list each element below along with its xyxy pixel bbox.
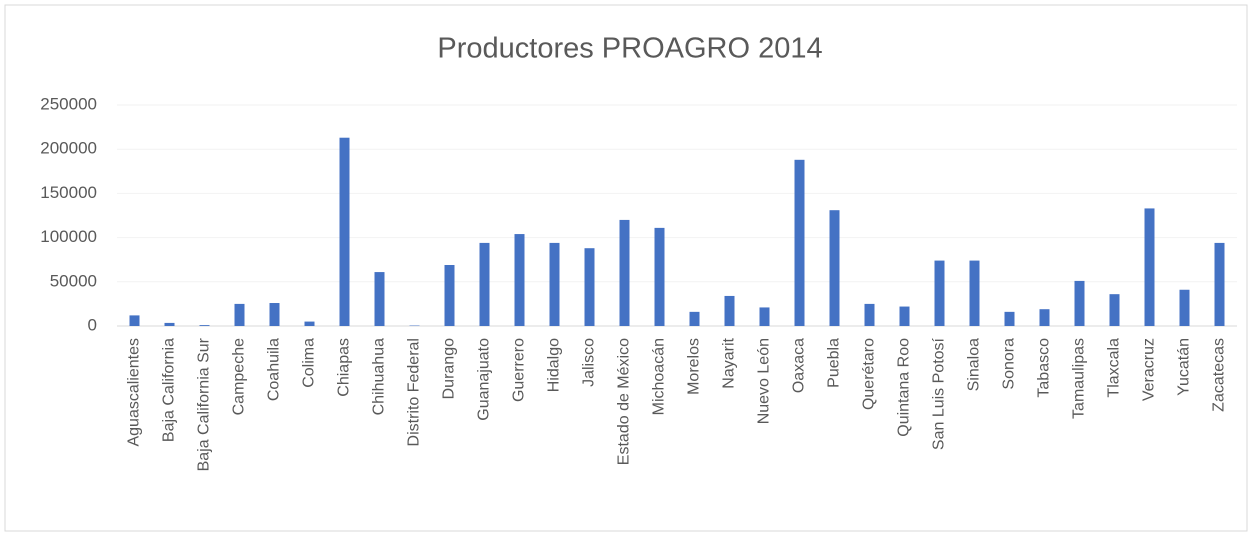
bar: [830, 210, 840, 326]
bar: [375, 272, 385, 326]
x-tick-label: Guanajuato: [476, 338, 493, 421]
x-tick-label: Estado de México: [616, 338, 633, 465]
x-tick-label: Oaxaca: [791, 338, 808, 393]
bar: [480, 243, 490, 326]
bar: [935, 261, 945, 326]
bar: [725, 296, 735, 326]
bar: [865, 304, 875, 326]
bar: [900, 307, 910, 326]
bar: [970, 261, 980, 326]
chart-title: Productores PROAGRO 2014: [437, 33, 822, 65]
x-tick-label: Colima: [301, 338, 318, 388]
bar: [795, 160, 805, 326]
x-tick-label: Tlaxcala: [1106, 338, 1123, 398]
y-tick-label: 50000: [50, 271, 97, 290]
x-tick-label: Veracruz: [1141, 338, 1158, 401]
x-tick-label: Tamaulipas: [1071, 338, 1088, 419]
y-tick-label: 200000: [40, 139, 97, 158]
bar: [200, 325, 210, 326]
bar: [270, 303, 280, 326]
x-tick-label: Chiapas: [336, 338, 353, 397]
bar: [1180, 290, 1190, 326]
x-tick-label: Querétaro: [861, 338, 878, 410]
x-tick-label: San Luis Potosí: [931, 337, 948, 450]
x-tick-label: Aguascalientes: [126, 338, 143, 447]
x-tick-label: Guerrero: [511, 338, 528, 402]
bar: [690, 312, 700, 326]
x-tick-label: Sonora: [1001, 338, 1018, 390]
bar: [130, 315, 140, 326]
x-tick-label: Baja California Sur: [196, 337, 213, 471]
bar: [1110, 294, 1120, 326]
x-tick-label: Nuevo León: [756, 338, 773, 424]
bar: [585, 248, 595, 326]
bar: [1075, 281, 1085, 326]
x-tick-label: Quintana Roo: [896, 338, 913, 437]
y-tick-label: 250000: [40, 94, 97, 113]
x-tick-label: Sinaloa: [966, 338, 983, 391]
bar: [1145, 208, 1155, 326]
x-tick-label: Yucatán: [1176, 338, 1193, 396]
bar: [235, 304, 245, 326]
bar: [515, 234, 525, 326]
bar: [340, 138, 350, 326]
x-tick-label: Michoacán: [651, 338, 668, 415]
y-tick-label: 100000: [40, 227, 97, 246]
x-tick-label: Hidalgo: [546, 338, 563, 392]
x-tick-label: Coahuila: [266, 338, 283, 401]
bar: [655, 228, 665, 326]
bar: [445, 265, 455, 326]
x-tick-label: Chihuahua: [371, 338, 388, 416]
x-tick-label: Zacatecas: [1211, 338, 1228, 412]
bar: [550, 243, 560, 326]
bar: [305, 322, 315, 326]
x-tick-label: Puebla: [826, 338, 843, 388]
x-tick-label: Nayarit: [721, 337, 738, 388]
y-tick-label: 0: [88, 315, 97, 334]
bar: [1005, 312, 1015, 326]
x-tick-label: Durango: [441, 338, 458, 399]
x-tick-label: Campeche: [231, 338, 248, 415]
bar: [760, 307, 770, 326]
bar: [165, 323, 175, 326]
x-tick-label: Morelos: [686, 338, 703, 395]
bar: [620, 220, 630, 326]
x-tick-label: Baja California: [161, 338, 178, 442]
bar: [1040, 309, 1050, 326]
bar: [1215, 243, 1225, 326]
x-tick-label: Distrito Federal: [406, 338, 423, 446]
x-tick-label: Tabasco: [1036, 338, 1053, 398]
y-tick-label: 150000: [40, 183, 97, 202]
x-tick-label: Jalisco: [581, 338, 598, 387]
